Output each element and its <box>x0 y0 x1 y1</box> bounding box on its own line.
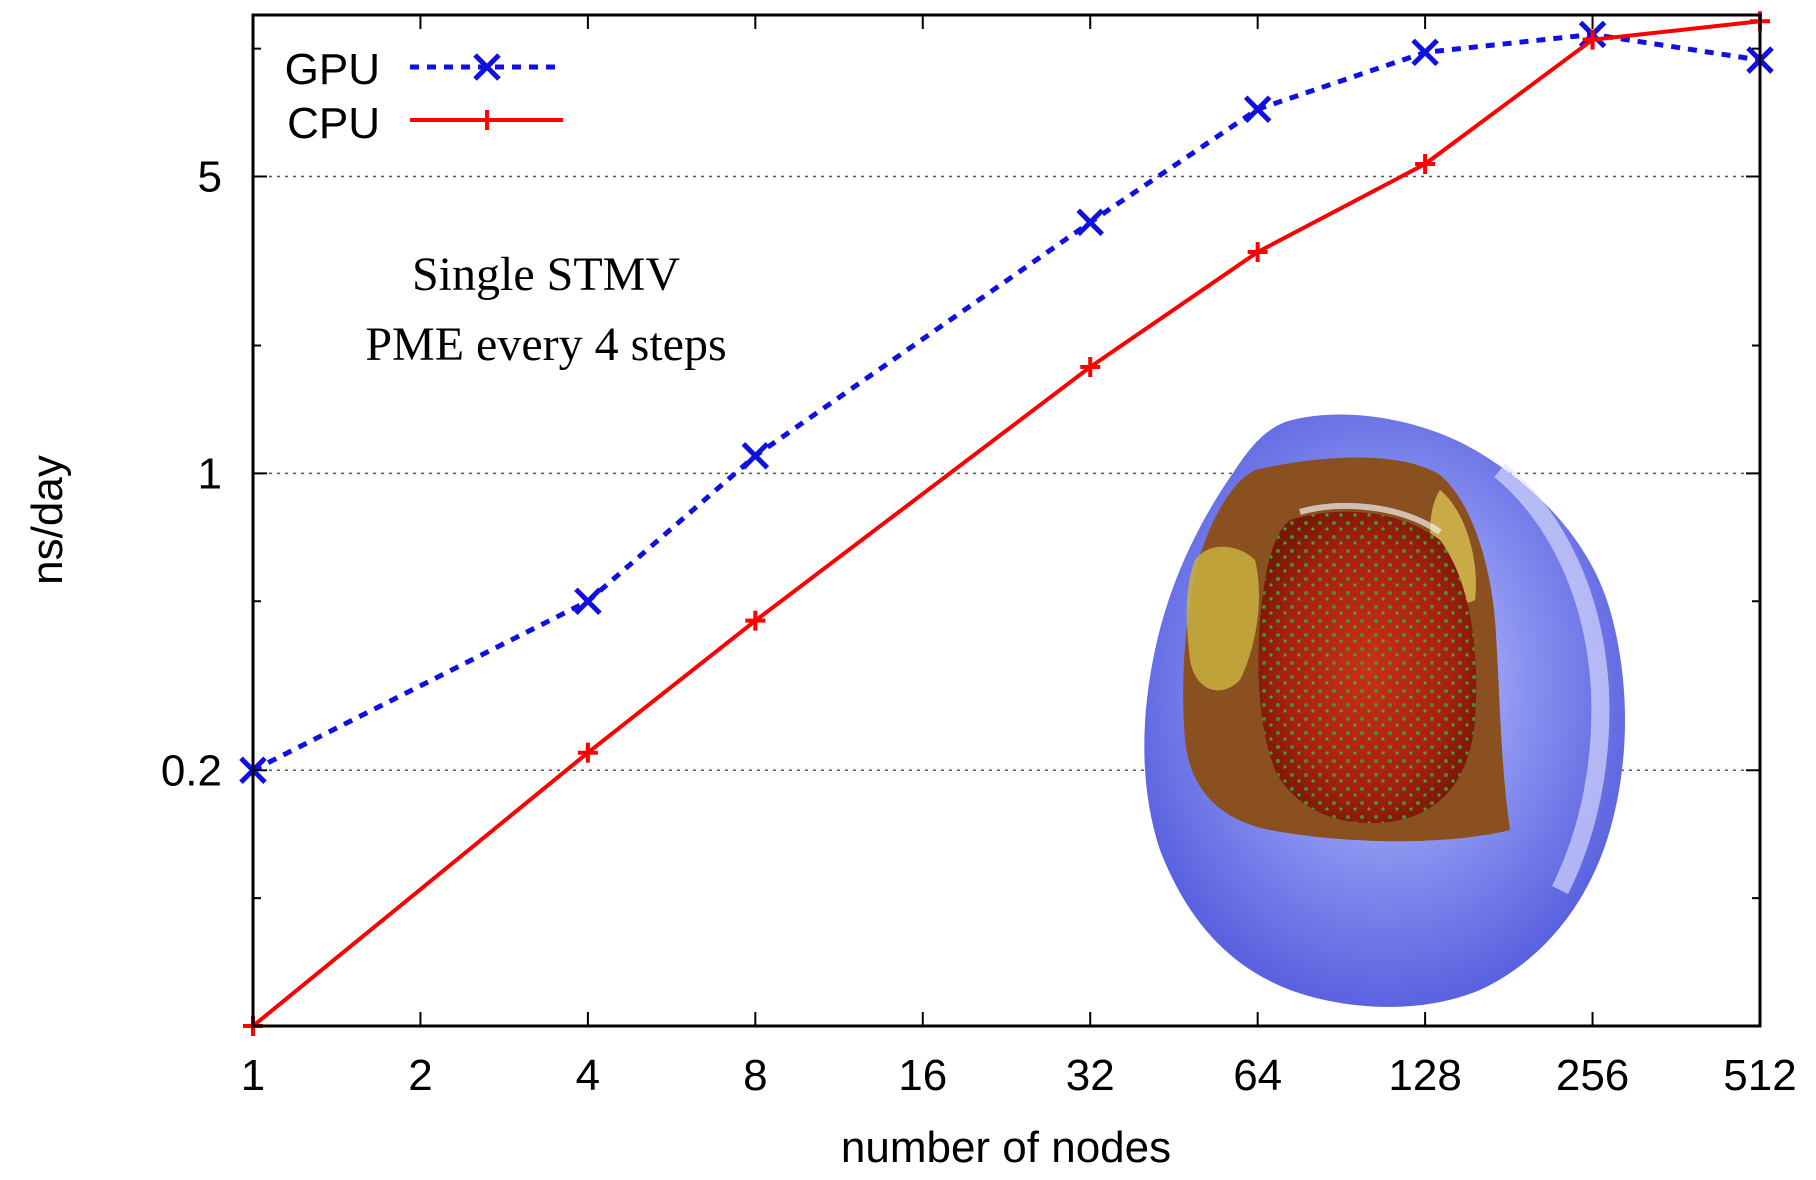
series-layer <box>239 11 1774 1036</box>
legend-marker-cpu <box>477 110 497 130</box>
x-tick-label-6: 64 <box>1233 1051 1282 1100</box>
data-point-cpu-5 <box>1415 154 1436 175</box>
legend: GPU CPU <box>285 45 563 148</box>
axis-ticks <box>252 15 1761 1026</box>
y-tick-label-0: 0.2 <box>161 746 222 795</box>
virus-capsid-image <box>1144 414 1625 1007</box>
x-tick-labels: 1 2 4 8 16 32 64 128 256 512 <box>241 1051 1797 1100</box>
data-point-cpu-2 <box>745 610 766 631</box>
x-tick-label-7: 128 <box>1388 1051 1461 1100</box>
y-axis-label: ns/day <box>23 455 72 585</box>
data-point-cpu-1 <box>577 742 598 763</box>
y-tick-labels: 0.2 1 5 <box>161 152 222 795</box>
data-point-gpu-2 <box>741 442 770 470</box>
plot-frame <box>251 13 1762 1028</box>
annotation-line-1: Single STMV <box>412 248 680 301</box>
x-tick-label-2: 4 <box>576 1051 600 1100</box>
x-tick-label-5: 32 <box>1066 1051 1115 1100</box>
data-point-cpu-6 <box>1582 29 1603 50</box>
data-point-gpu-4 <box>1243 95 1272 123</box>
series-line-gpu <box>251 31 1761 773</box>
y-tick-label-2: 5 <box>198 152 222 201</box>
data-point-gpu-1 <box>574 587 602 616</box>
x-tick-label-0: 1 <box>241 1051 265 1100</box>
x-tick-label-1: 2 <box>408 1051 432 1100</box>
x-tick-label-4: 16 <box>898 1051 947 1100</box>
annotation-line-2: PME every 4 steps <box>365 318 726 371</box>
data-point-gpu-5 <box>1411 38 1439 67</box>
data-point-cpu-4 <box>1247 242 1268 263</box>
legend-label-gpu: GPU <box>285 45 380 94</box>
data-point-cpu-3 <box>1080 357 1101 378</box>
x-tick-label-8: 256 <box>1556 1051 1629 1100</box>
x-axis-label: number of nodes <box>841 1123 1171 1172</box>
legend-label-cpu: CPU <box>287 99 380 148</box>
y-tick-label-1: 1 <box>198 449 222 498</box>
data-point-gpu-3 <box>1076 208 1104 237</box>
x-tick-label-9: 512 <box>1723 1051 1796 1100</box>
x-tick-label-3: 8 <box>743 1051 767 1100</box>
grid-lines <box>253 175 1760 772</box>
legend-marker-gpu <box>473 53 501 81</box>
series-line-cpu <box>251 19 1761 1028</box>
